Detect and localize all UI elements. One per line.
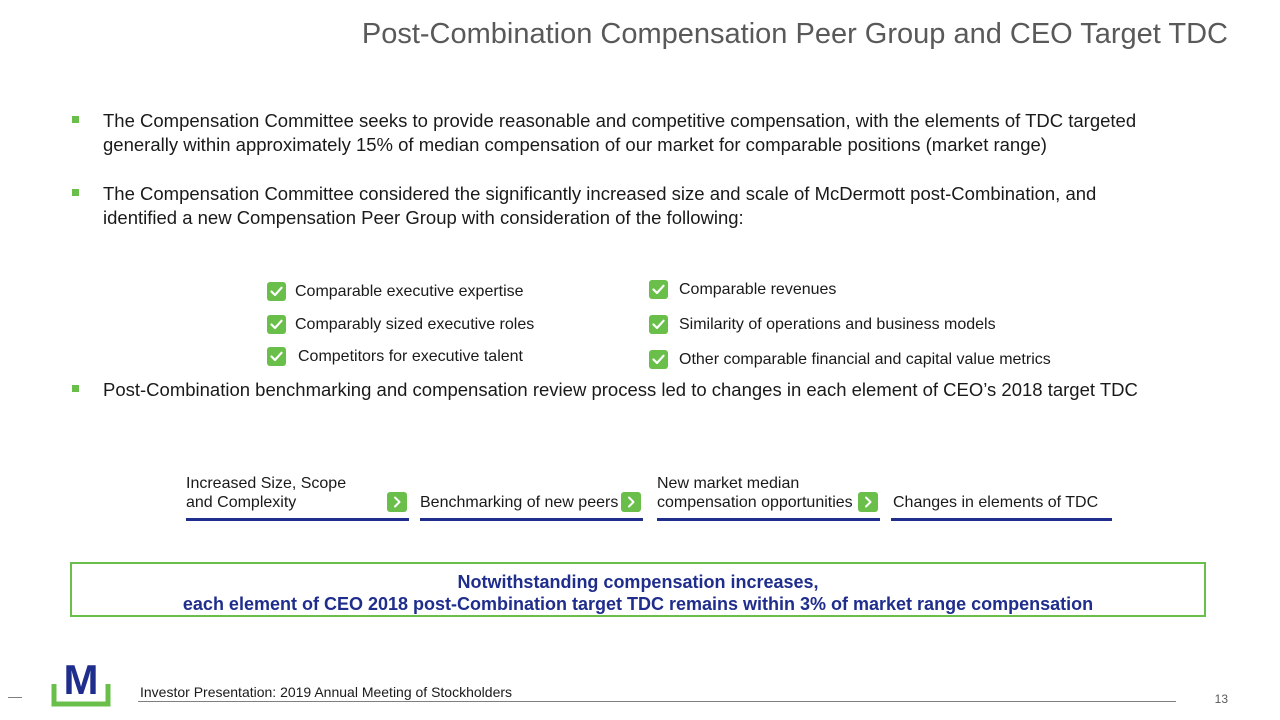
- page-number: 13: [1214, 692, 1228, 706]
- callout-line: Notwithstanding compensation increases,: [457, 572, 819, 592]
- bullet-item: The Compensation Committee considered th…: [72, 182, 1232, 232]
- criteria-label: Comparable revenues: [679, 280, 837, 298]
- process-step-line: New market median: [657, 475, 800, 492]
- checkmark-icon: [649, 280, 668, 299]
- process-step: Benchmarking of new peers: [420, 468, 643, 521]
- bullet-text-line: generally within approximately 15% of me…: [103, 134, 1047, 155]
- bullet-text-line: identified a new Compensation Peer Group…: [103, 207, 744, 228]
- process-step-label: New market median compensation opportuni…: [657, 474, 853, 512]
- process-step-line: Benchmarking of new peers: [420, 494, 619, 511]
- process-step-line: Changes in elements of TDC: [893, 494, 1099, 511]
- footer-divider: [8, 697, 22, 698]
- bullet-text-line: Post-Combination benchmarking and compen…: [103, 379, 1138, 400]
- process-step-line: compensation opportunities: [657, 494, 853, 511]
- criteria-label: Other comparable financial and capital v…: [679, 350, 1051, 368]
- criteria-item: Competitors for executive talent: [267, 347, 523, 366]
- bullet-item: The Compensation Committee seeks to prov…: [72, 109, 1232, 159]
- criteria-item: Comparable executive expertise: [267, 282, 524, 301]
- criteria-item: Comparably sized executive roles: [267, 315, 534, 334]
- slide-title: Post-Combination Compensation Peer Group…: [361, 18, 1228, 50]
- checkmark-icon: [649, 350, 668, 369]
- square-bullet-icon: [72, 189, 79, 196]
- bullet-text-line: The Compensation Committee seeks to prov…: [103, 110, 1137, 131]
- process-step-label: Changes in elements of TDC: [893, 493, 1098, 512]
- process-step-label: Increased Size, Scope and Complexity: [186, 474, 346, 512]
- square-bullet-icon: [72, 116, 79, 123]
- bullet-text-line: The Compensation Committee considered th…: [103, 183, 1097, 204]
- bullet-item: Post-Combination benchmarking and compen…: [72, 378, 1232, 404]
- chevron-right-icon: [387, 492, 407, 512]
- checkmark-icon: [267, 282, 286, 301]
- criteria-item: Comparable revenues: [649, 280, 836, 299]
- process-step-line: Increased Size, Scope: [186, 475, 347, 492]
- process-step-line: and Complexity: [186, 494, 297, 511]
- square-bullet-icon: [72, 385, 79, 392]
- checkmark-icon: [649, 315, 668, 334]
- checkmark-icon: [267, 315, 286, 334]
- criteria-label: Comparably sized executive roles: [295, 315, 535, 333]
- criteria-label: Competitors for executive talent: [298, 347, 523, 365]
- criteria-item: Similarity of operations and business mo…: [649, 315, 996, 334]
- process-step: Changes in elements of TDC: [891, 468, 1112, 521]
- criteria-label: Comparable executive expertise: [295, 282, 524, 300]
- criteria-item: Other comparable financial and capital v…: [649, 350, 1051, 369]
- callout-line: each element of CEO 2018 post-Combinatio…: [182, 594, 1094, 614]
- chevron-right-icon: [621, 492, 641, 512]
- company-logo: M: [50, 656, 112, 708]
- logo-letter: M: [64, 658, 99, 703]
- process-step: Increased Size, Scope and Complexity: [186, 468, 409, 521]
- checkmark-icon: [267, 347, 286, 366]
- callout-box: Notwithstanding compensation increases, …: [70, 562, 1206, 617]
- process-step-label: Benchmarking of new peers: [420, 493, 618, 512]
- criteria-label: Similarity of operations and business mo…: [679, 315, 996, 333]
- footer-divider: [138, 701, 1176, 702]
- chevron-right-icon: [858, 492, 878, 512]
- footer-text: Investor Presentation: 2019 Annual Meeti…: [140, 684, 513, 700]
- process-step: New market median compensation opportuni…: [657, 468, 880, 521]
